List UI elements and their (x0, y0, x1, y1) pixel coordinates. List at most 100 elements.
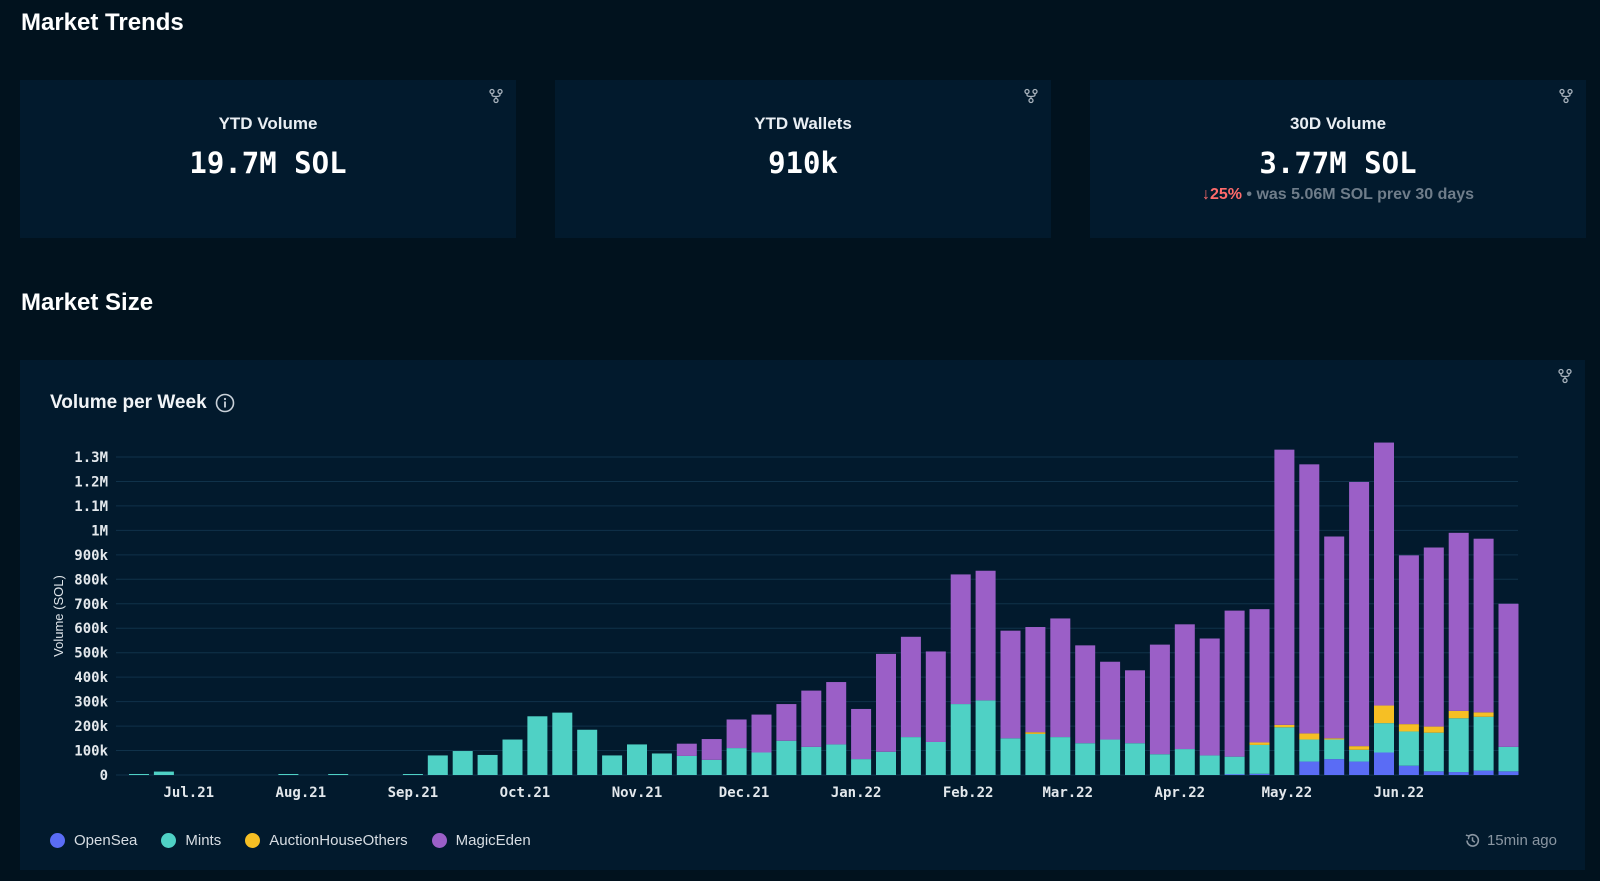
legend-dot-auctionhouseothers (245, 833, 261, 848)
y-tick-label: 500k (74, 646, 108, 662)
bar-opensea (1398, 765, 1419, 775)
bar-mints (527, 716, 548, 775)
bar-mints (1274, 727, 1295, 775)
chart-header: Volume per Week (50, 392, 235, 414)
fork-icon[interactable] (1023, 88, 1039, 104)
y-tick-label: 900k (74, 548, 108, 564)
bar-mints (1174, 749, 1195, 775)
x-tick-label: Sep.21 (388, 785, 439, 801)
legend-item-auctionhouseothers[interactable]: AuctionHouseOthers (245, 832, 408, 849)
bar-mints (1224, 756, 1245, 775)
bar-magiceden (826, 682, 847, 745)
bar-magiceden (851, 708, 872, 760)
fork-icon[interactable] (1558, 88, 1574, 104)
y-tick-label: 1.2M (74, 474, 108, 490)
bar-mints (851, 759, 872, 775)
chart-title: Volume per Week (50, 392, 207, 413)
y-tick-label: 0 (100, 768, 108, 784)
bar-magiceden (975, 570, 996, 701)
bar-auctionhouseothers (1473, 712, 1494, 717)
30d-volume-card: 30D Volume 3.77M SOL ↓25% • was 5.06M SO… (1090, 80, 1586, 238)
bar-opensea (1448, 772, 1469, 775)
bar-auctionhouseothers (1448, 710, 1469, 719)
bar-mints (1299, 739, 1320, 762)
bar-magiceden (726, 719, 747, 749)
30d-volume-value: 3.77M SOL (1259, 146, 1417, 180)
bar-magiceden (1423, 547, 1444, 727)
bar-mints (1423, 732, 1444, 772)
bar-magiceden (1498, 603, 1519, 747)
bar-auctionhouseothers (1274, 724, 1295, 728)
y-axis-label: Volume (SOL) (51, 575, 66, 657)
y-tick-label: 1M (91, 523, 108, 539)
bar-mints (1025, 733, 1046, 775)
fork-icon[interactable] (1557, 368, 1573, 384)
bar-magiceden (1299, 464, 1320, 734)
bar-magiceden (876, 653, 896, 752)
bar-mints (1349, 749, 1370, 762)
bar-mints (1374, 723, 1394, 753)
x-tick-label: Jul.21 (164, 785, 215, 801)
legend-item-magiceden[interactable]: MagicEden (431, 832, 531, 849)
y-tick-label: 1.3M (74, 450, 108, 466)
bar-mints (477, 754, 498, 775)
bar-magiceden (701, 739, 722, 760)
bar-magiceden (1000, 630, 1021, 739)
volume-chart: 0 100k 200k 300k 400k 500k 600k 700k 800k 900k 1M 1… (51, 442, 1519, 801)
bar-mints (1199, 755, 1220, 775)
bar-mints (602, 755, 623, 775)
bar-magiceden (1199, 638, 1220, 756)
bar-auctionhouseothers (1398, 724, 1419, 732)
x-tick-label: Jun.22 (1374, 785, 1425, 801)
y-tick-label: 700k (74, 597, 108, 613)
ytd-volume-value: 19.7M SOL (189, 146, 347, 180)
x-tick-label: Aug.21 (276, 785, 327, 801)
bar-mints (1050, 737, 1071, 775)
chart-legend: OpenSea Mints AuctionHouseOthers MagicEd… (50, 832, 531, 849)
market-trends-title: Market Trends (21, 9, 184, 36)
bar-magiceden (1149, 644, 1170, 755)
bar-magiceden (1075, 645, 1096, 744)
y-tick-label: 300k (74, 695, 108, 711)
bar-mints (153, 771, 174, 775)
market-size-title: Market Size (21, 289, 154, 316)
bar-mints (577, 729, 598, 775)
bar-magiceden (1448, 532, 1469, 711)
bar-magiceden (1025, 627, 1046, 733)
legend-item-opensea[interactable]: OpenSea (50, 832, 137, 849)
y-tick-label: 800k (74, 572, 108, 588)
bar-mints (826, 744, 847, 775)
bar-magiceden (1324, 536, 1345, 739)
30d-volume-change: ↓25% • was 5.06M SOL prev 30 days (1090, 186, 1586, 204)
bar-magiceden (950, 574, 971, 705)
x-tick-label: Jan.22 (831, 785, 882, 801)
bar-mints (676, 755, 697, 775)
ytd-volume-card: YTD Volume 19.7M SOL (20, 80, 516, 238)
legend-label: OpenSea (74, 832, 138, 849)
bar-auctionhouseothers (1349, 746, 1370, 750)
bar-opensea (1224, 774, 1245, 775)
bar-mints (552, 712, 573, 775)
bar-mints (751, 752, 772, 775)
bar-magiceden (1349, 481, 1370, 747)
bar-mints (1398, 731, 1419, 766)
y-tick-label: 200k (74, 719, 108, 735)
bar-mints (1149, 754, 1170, 775)
bar-mints (876, 751, 896, 775)
legend-dot-opensea (50, 833, 65, 848)
legend-item-mints[interactable]: Mints (161, 832, 221, 849)
fork-icon[interactable] (488, 88, 504, 104)
bar-mints (328, 774, 349, 775)
legend-label: Mints (185, 832, 222, 849)
bar-auctionhouseothers (1374, 705, 1394, 724)
clock-history-icon (1465, 833, 1480, 847)
bar-mints (502, 739, 523, 775)
info-icon[interactable] (215, 393, 235, 413)
bar-magiceden (1249, 609, 1270, 743)
bar-auctionhouseothers (1299, 733, 1320, 740)
x-tick-label: May.22 (1262, 785, 1313, 801)
bar-mints (975, 700, 996, 775)
bar-magiceden (925, 651, 946, 742)
30d-volume-label: 30D Volume (1289, 114, 1387, 133)
x-tick-label: Feb.22 (943, 785, 994, 801)
